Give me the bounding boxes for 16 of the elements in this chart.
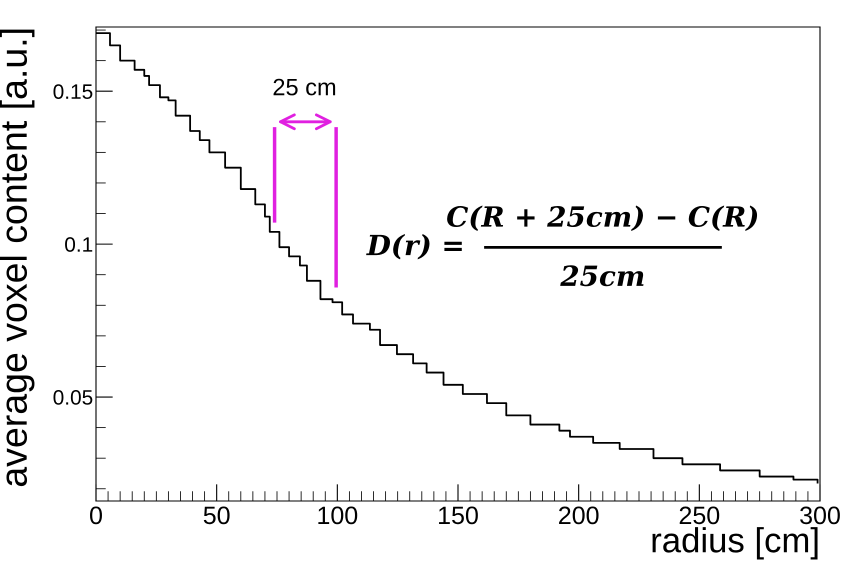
y-tick-label: 0.05 [53,390,92,405]
annotation: 25cm [560,265,644,286]
annotation: C(R + 25cm) − C(R) [447,206,758,231]
x-tick-label: 250 [680,506,720,524]
x-tick-label: 300 [800,506,840,524]
x-tick-label: 50 [204,506,230,524]
annotation: 25 cm [274,78,336,96]
x-tick-label: 200 [559,506,599,524]
x-axis-title: radius [cm] [652,527,818,560]
y-tick-label: 0.1 [65,237,92,252]
y-axis-title: average voxel content [a.u.] [0,30,34,486]
x-tick-label: 100 [318,506,358,524]
x-tick-label: 150 [439,506,478,524]
y-tick-label: 0.15 [53,84,92,99]
annotation: D(r) = [366,234,462,260]
x-tick-label: 0 [90,506,102,524]
